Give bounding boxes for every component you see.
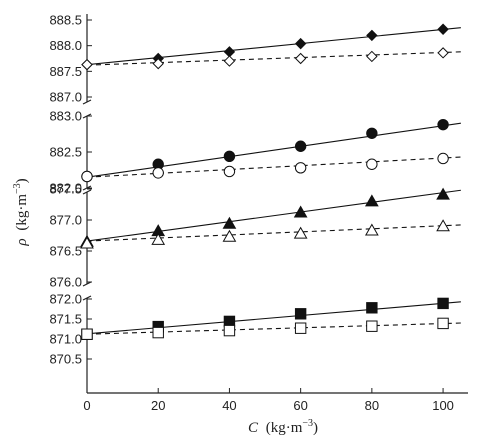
y-tick-label: 876.0 bbox=[49, 275, 82, 290]
y-tick-label: 877.5 bbox=[49, 182, 82, 197]
triangle-marker bbox=[222, 216, 237, 229]
square-marker bbox=[437, 297, 449, 310]
x-tick-label: 60 bbox=[293, 398, 307, 413]
square-marker bbox=[437, 317, 449, 330]
x-tick-label: 20 bbox=[151, 398, 165, 413]
circle-marker bbox=[366, 127, 378, 139]
y-tick-label: 888.0 bbox=[49, 38, 82, 53]
triangle-marker bbox=[151, 232, 166, 245]
x-tick-label: 0 bbox=[83, 398, 90, 413]
triangle-marker bbox=[436, 187, 450, 200]
diamond-marker bbox=[437, 47, 449, 59]
y-tick-label: 877.0 bbox=[49, 213, 82, 228]
triangle-marker bbox=[364, 194, 379, 207]
circle-marker bbox=[223, 150, 236, 163]
diamond-marker bbox=[81, 58, 93, 71]
x-axis-unit: (kg·m bbox=[266, 420, 303, 436]
y-tick-label: 887.0 bbox=[49, 90, 82, 105]
y-tick-label: 871.0 bbox=[49, 332, 82, 347]
plot-area: 0 20 40 60 80 100 887.0 887.5 888.0 888.5 882.0 882… bbox=[49, 13, 468, 413]
triangle-marker bbox=[293, 226, 308, 239]
circle-marker bbox=[294, 162, 307, 174]
circle-marker bbox=[437, 118, 449, 131]
y-axis-symbol: ρ bbox=[14, 238, 30, 246]
diamond-marker bbox=[223, 55, 236, 67]
square-marker bbox=[294, 308, 307, 320]
square-marker bbox=[81, 328, 93, 340]
solid-fit-line bbox=[86, 189, 461, 242]
square-marker bbox=[152, 326, 164, 339]
y-tick-label: 888.5 bbox=[49, 13, 82, 28]
y-axis-exponent: −3 bbox=[12, 183, 23, 194]
axis-break-mark bbox=[82, 295, 92, 301]
circle-marker bbox=[294, 140, 307, 152]
circle-marker bbox=[81, 170, 93, 183]
x-axis-symbol: C bbox=[248, 420, 259, 436]
y-tick-label: 876.5 bbox=[49, 244, 82, 259]
solid-fit-line bbox=[86, 301, 461, 335]
x-tick-label: 100 bbox=[432, 398, 454, 413]
triangle-marker bbox=[293, 205, 308, 218]
square-marker bbox=[366, 320, 378, 332]
square-marker bbox=[294, 322, 307, 334]
square-marker bbox=[223, 324, 236, 337]
triangle-marker bbox=[364, 223, 379, 236]
y-axis-label: ρ (kg·m−3) bbox=[12, 178, 30, 246]
diamond-marker bbox=[152, 57, 164, 70]
y-tick-label: 883.0 bbox=[49, 109, 82, 124]
y-tick-label: 887.5 bbox=[49, 64, 82, 79]
triangle-marker bbox=[222, 229, 237, 242]
dashed-fit-line bbox=[86, 51, 461, 66]
diamond-marker bbox=[366, 29, 378, 42]
x-tick-label: 80 bbox=[365, 398, 379, 413]
y-tick-label: 872.0 bbox=[49, 292, 82, 307]
axis-break-mark bbox=[82, 99, 92, 105]
diamond-marker bbox=[294, 52, 307, 65]
y-tick-label: 882.0 bbox=[49, 181, 82, 196]
circle-marker bbox=[223, 165, 236, 178]
y-tick-label: 882.5 bbox=[49, 145, 82, 160]
solid-fit-line bbox=[86, 27, 461, 66]
y-axis-unit: (kg·m bbox=[14, 194, 30, 231]
axis-break-mark bbox=[82, 189, 92, 195]
x-tick-label: 40 bbox=[222, 398, 236, 413]
dashed-fit-line bbox=[86, 156, 461, 178]
diamond-marker bbox=[294, 37, 307, 50]
triangle-marker bbox=[436, 219, 450, 232]
circle-marker bbox=[152, 167, 164, 179]
y-tick-label: 871.5 bbox=[49, 312, 82, 327]
diamond-marker bbox=[366, 50, 378, 63]
diamond-marker bbox=[223, 46, 236, 58]
x-axis-label: C (kg·m−3) bbox=[248, 418, 318, 436]
x-axis-exponent: −3 bbox=[302, 418, 313, 429]
axis-break-mark bbox=[82, 281, 92, 287]
solid-fit-line bbox=[86, 122, 461, 178]
circle-marker bbox=[437, 152, 449, 165]
square-marker bbox=[366, 302, 378, 314]
diamond-marker bbox=[437, 23, 449, 35]
y-tick-label: 870.5 bbox=[49, 352, 82, 367]
circle-marker bbox=[366, 158, 378, 170]
triangle-marker bbox=[80, 236, 94, 249]
